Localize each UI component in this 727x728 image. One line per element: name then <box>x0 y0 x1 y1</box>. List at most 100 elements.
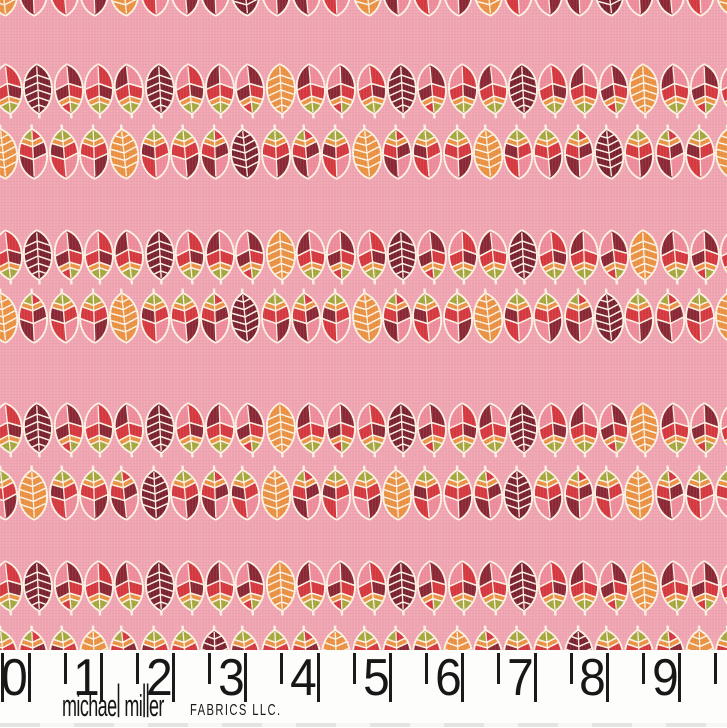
leaf-motif <box>320 123 352 182</box>
leaf-row <box>0 465 727 523</box>
leaf-motif <box>689 226 721 285</box>
leaf-row <box>0 61 727 119</box>
leaf-solid-orange <box>628 557 661 616</box>
leaf-solid-orange <box>320 624 352 650</box>
leaf-motif <box>46 464 81 524</box>
leaf-motif <box>349 624 385 650</box>
leaf-solid-maroon <box>507 226 540 285</box>
leaf-solid-maroon <box>199 624 231 650</box>
leaf-row <box>0 227 727 285</box>
leaf-motif <box>259 287 292 346</box>
leaf-motif <box>354 60 390 121</box>
leaf-motif <box>111 557 147 618</box>
leaf-motif <box>106 624 142 650</box>
leaf-motif <box>415 557 450 617</box>
leaf-solid-orange <box>0 287 21 348</box>
leaf-solid-maroon <box>385 557 418 616</box>
leaf-motif <box>652 287 687 347</box>
leaf-motif <box>596 399 632 460</box>
leaf-motif <box>415 226 450 286</box>
leaf-motif <box>657 226 692 286</box>
leaf-solid-orange <box>0 0 21 20</box>
leaf-motif <box>475 557 511 618</box>
leaf-motif <box>51 226 86 286</box>
leaf-motif <box>227 464 263 525</box>
leaf-motif <box>470 624 506 650</box>
leaf-motif <box>684 123 716 182</box>
leaf-motif <box>78 464 110 523</box>
leaf-solid-maroon <box>22 557 55 616</box>
leaf-motif <box>475 226 511 287</box>
ruler-number: 5 <box>362 649 390 707</box>
leaf-motif <box>0 557 26 618</box>
inch-tick <box>461 653 465 702</box>
leaf-motif <box>78 123 110 182</box>
leaf-motif <box>294 226 329 286</box>
leaf-motif <box>17 287 50 346</box>
leaf-motif <box>410 624 445 650</box>
leaf-motif <box>294 60 329 120</box>
half-inch-tick <box>352 653 356 684</box>
leaf-motif <box>294 557 329 617</box>
leaf-solid-orange <box>264 557 297 616</box>
leaf-motif <box>17 123 50 182</box>
inch-tick <box>605 653 609 702</box>
leaf-motif <box>441 464 473 523</box>
leaf-motif <box>568 399 600 458</box>
leaf-motif <box>502 287 535 346</box>
leaf-solid-orange <box>259 464 292 523</box>
leaf-solid-orange <box>441 624 473 650</box>
leaf-solid-orange <box>684 624 716 650</box>
leaf-motif <box>289 464 324 524</box>
leaf-solid-maroon <box>385 226 418 285</box>
leaf-motif <box>51 60 86 120</box>
leaf-motif <box>689 399 721 458</box>
leaf-motif <box>354 399 390 460</box>
leaf-motif <box>46 287 81 347</box>
leaf-motif <box>325 399 357 458</box>
leaf-motif <box>380 287 413 346</box>
leaf-motif <box>199 287 231 346</box>
leaf-solid-orange <box>106 0 142 20</box>
ruler-number: 7 <box>507 649 534 707</box>
leaf-motif <box>657 60 692 120</box>
leaf-motif <box>199 0 231 20</box>
leaf-solid-maroon <box>138 464 171 523</box>
leaf-solid-maroon <box>563 624 595 650</box>
leaf-motif <box>596 557 632 618</box>
leaf-motif <box>111 60 147 121</box>
leaf-row <box>0 124 727 182</box>
leaf-solid-orange <box>264 226 297 285</box>
leaf-solid-maroon <box>591 123 627 184</box>
leaf-solid-orange <box>623 464 656 523</box>
leaf-motif <box>591 624 627 650</box>
leaf-solid-orange <box>380 464 413 523</box>
leaf-motif <box>475 399 511 460</box>
leaf-motif <box>684 464 716 523</box>
leaf-motif <box>167 287 202 347</box>
leaf-solid-orange <box>470 287 506 348</box>
leaf-row <box>0 400 727 458</box>
leaf-motif <box>232 60 268 121</box>
leaf-solid-maroon <box>502 464 535 523</box>
ruler-number: 8 <box>579 649 607 707</box>
leaf-motif <box>51 399 86 459</box>
half-inch-tick <box>208 653 212 684</box>
leaf-motif <box>684 287 716 346</box>
leaf-motif <box>531 464 566 524</box>
leaf-motif <box>502 123 535 182</box>
bottom-edge-artifact <box>0 723 727 727</box>
leaf-motif <box>657 399 692 459</box>
half-inch-tick <box>135 653 139 684</box>
leaf-motif <box>446 226 478 285</box>
leaf-motif <box>259 0 292 20</box>
leaf-solid-maroon <box>22 226 55 285</box>
leaf-motif <box>531 0 566 20</box>
leaf-solid-maroon <box>591 0 627 20</box>
leaf-motif <box>46 123 81 183</box>
leaf-motif <box>46 624 81 650</box>
leaf-solid-orange <box>349 287 385 348</box>
leaf-motif <box>684 0 716 20</box>
